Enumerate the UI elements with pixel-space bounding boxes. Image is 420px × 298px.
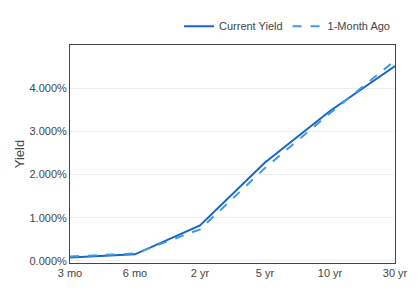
svg-text:30 yr: 30 yr <box>383 267 408 279</box>
svg-text:Yield: Yield <box>12 140 27 168</box>
svg-text:10 yr: 10 yr <box>318 267 343 279</box>
svg-text:4.000%: 4.000% <box>29 82 67 94</box>
svg-text:2.000%: 2.000% <box>29 168 67 180</box>
svg-text:6 mo: 6 mo <box>123 267 147 279</box>
svg-text:Current Yield: Current Yield <box>219 20 283 32</box>
svg-text:5 yr: 5 yr <box>256 267 275 279</box>
svg-text:3 mo: 3 mo <box>58 267 82 279</box>
svg-text:2 yr: 2 yr <box>191 267 210 279</box>
svg-text:1-Month Ago: 1-Month Ago <box>328 20 390 32</box>
svg-text:0.000%: 0.000% <box>29 255 67 267</box>
svg-text:3.000%: 3.000% <box>29 125 67 137</box>
svg-text:1.000%: 1.000% <box>29 212 67 224</box>
